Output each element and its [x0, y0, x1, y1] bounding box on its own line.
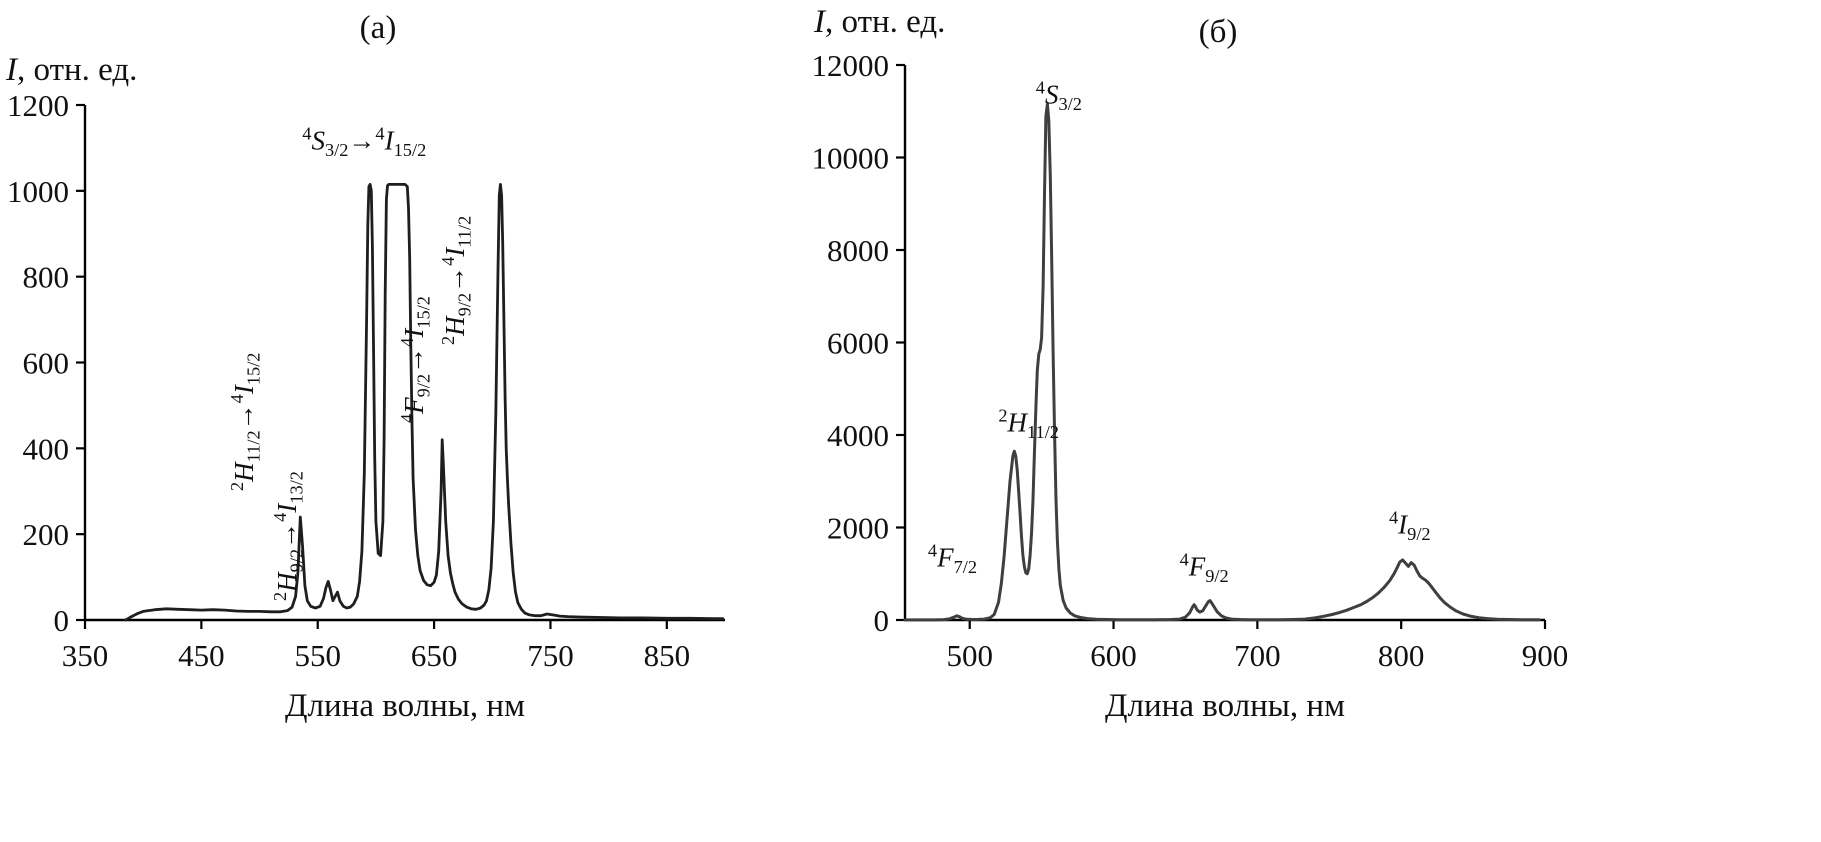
svg-text:400: 400	[23, 431, 70, 466]
svg-text:850: 850	[644, 638, 691, 673]
transition-label: 2H11/2→4I15/2	[227, 352, 264, 492]
panel-b-y-axis-label: I, отн. ед.	[814, 4, 946, 40]
svg-text:350: 350	[62, 638, 109, 673]
svg-text:12000: 12000	[812, 48, 890, 83]
svg-text:800: 800	[1378, 638, 1425, 673]
svg-text:450: 450	[178, 638, 225, 673]
panel-b-title: (б)	[1198, 14, 1238, 50]
transition-label: 4S3/2	[1035, 77, 1082, 114]
transition-label: 2H9/2→4I11/2	[437, 216, 475, 346]
svg-text:550: 550	[294, 638, 341, 673]
svg-text:1200: 1200	[7, 88, 69, 123]
svg-text:10000: 10000	[812, 141, 890, 176]
transition-label: 4F9/2→4I15/2	[397, 295, 434, 423]
panel-a-y-axis-label: I, отн. ед.	[6, 52, 138, 88]
panel-a-title: (а)	[359, 10, 397, 46]
panel-a-x-axis-label: Длина волны, нм	[285, 688, 525, 724]
transition-label: 4I9/2	[1388, 507, 1431, 545]
svg-text:2000: 2000	[827, 511, 889, 546]
transition-label: 2H11/2	[998, 405, 1059, 443]
svg-text:0: 0	[54, 603, 70, 638]
svg-text:200: 200	[23, 517, 70, 552]
panel-b-x-axis-label: Длина волны, нм	[1105, 688, 1345, 724]
transition-label: 4F7/2	[927, 540, 978, 577]
svg-text:900: 900	[1522, 638, 1569, 673]
transition-label: 2H9/2→4I13/2	[270, 470, 307, 601]
transition-label: 4S3/2→4I15/2	[302, 123, 427, 161]
svg-text:1000: 1000	[7, 174, 69, 209]
svg-text:750: 750	[527, 638, 574, 673]
transition-label: 4F9/2	[1179, 549, 1229, 586]
svg-text:4000: 4000	[827, 418, 889, 453]
svg-text:700: 700	[1234, 638, 1281, 673]
svg-text:650: 650	[411, 638, 458, 673]
svg-text:800: 800	[23, 260, 70, 295]
svg-text:500: 500	[946, 638, 993, 673]
svg-text:600: 600	[23, 346, 70, 381]
svg-text:8000: 8000	[827, 233, 889, 268]
svg-text:6000: 6000	[827, 326, 889, 361]
svg-text:0: 0	[874, 603, 890, 638]
svg-text:600: 600	[1090, 638, 1137, 673]
